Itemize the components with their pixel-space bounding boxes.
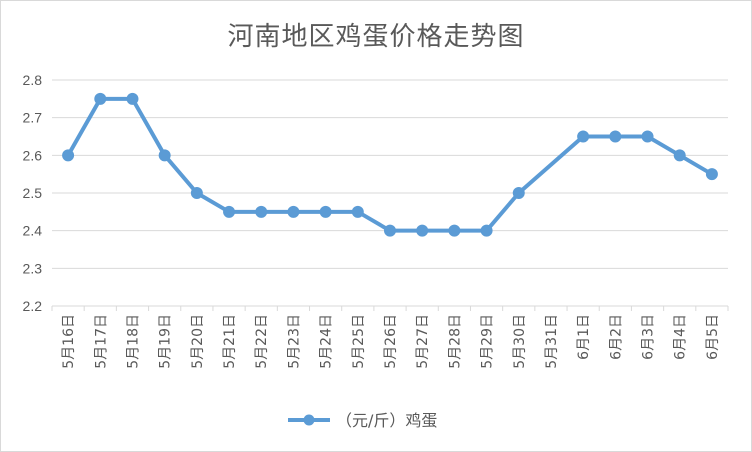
data-point (351, 205, 364, 218)
x-tick-label: 5月25日 (351, 314, 367, 369)
x-tick-label: 5月24日 (319, 314, 335, 369)
data-point (416, 224, 429, 237)
data-point (512, 187, 525, 199)
y-tick-label: 2.2 (23, 298, 43, 314)
y-tick-label: 2.4 (23, 223, 43, 239)
x-tick-label: 5月23日 (286, 314, 302, 369)
x-tick-label: 5月19日 (158, 314, 174, 369)
x-tick-label: 5月21日 (222, 314, 238, 369)
x-tick-label: 5月16日 (61, 314, 77, 369)
y-tick-label: 2.6 (23, 147, 43, 163)
gridlines (51, 79, 729, 311)
data-point (641, 130, 654, 143)
x-tick-label: 5月17日 (93, 314, 109, 369)
data-point (62, 149, 75, 162)
data-point (480, 224, 493, 237)
x-tick-label: 5月31日 (544, 314, 560, 369)
data-point (255, 205, 268, 218)
x-tick-label: 5月29日 (480, 314, 496, 369)
y-tick-label: 2.3 (23, 260, 43, 276)
data-point (384, 224, 396, 237)
x-tick-label: 5月26日 (383, 314, 399, 369)
data-point (190, 187, 203, 199)
x-tick-label: 5月18日 (125, 314, 141, 369)
legend: （元/斤）鸡蛋 (288, 411, 437, 430)
x-tick-label: 6月4日 (673, 314, 689, 360)
x-tick-label: 5月30日 (512, 314, 528, 369)
data-point (609, 130, 622, 143)
data-point (126, 92, 139, 105)
y-tick-label: 2.8 (23, 72, 43, 88)
data-point (705, 168, 718, 181)
data-point (94, 92, 107, 105)
legend-marker (303, 414, 315, 426)
data-point (223, 205, 236, 218)
x-tick-label: 6月5日 (705, 314, 721, 360)
x-tick-label: 5月28日 (447, 314, 463, 369)
data-point (448, 224, 461, 237)
x-axis-ticks: 5月16日 5月17日 5月18日 5月19日 5月20日 5月21日 5月22日 5月23日… (61, 314, 721, 369)
x-tick-label: 6月1日 (576, 314, 592, 360)
chart-title: 河南地区鸡蛋价格走势图 (227, 22, 525, 52)
x-tick-label: 6月2日 (608, 314, 624, 360)
series-line (66, 96, 714, 233)
data-point (319, 205, 332, 218)
legend-label: （元/斤）鸡蛋 (336, 411, 437, 430)
data-point (577, 130, 590, 143)
data-point (673, 149, 686, 162)
y-tick-label: 2.7 (23, 110, 43, 126)
data-point (158, 149, 171, 162)
data-point (287, 205, 300, 218)
x-tick-label: 6月3日 (641, 314, 657, 360)
x-tick-label: 5月22日 (254, 314, 270, 369)
x-tick-label: 5月27日 (415, 314, 431, 369)
y-axis-ticks: 2.2 2.3 2.4 2.5 2.6 2.7 2.8 (23, 72, 43, 314)
y-tick-label: 2.5 (23, 185, 43, 201)
x-tick-label: 5月20日 (190, 314, 206, 369)
series-layer (62, 92, 718, 237)
